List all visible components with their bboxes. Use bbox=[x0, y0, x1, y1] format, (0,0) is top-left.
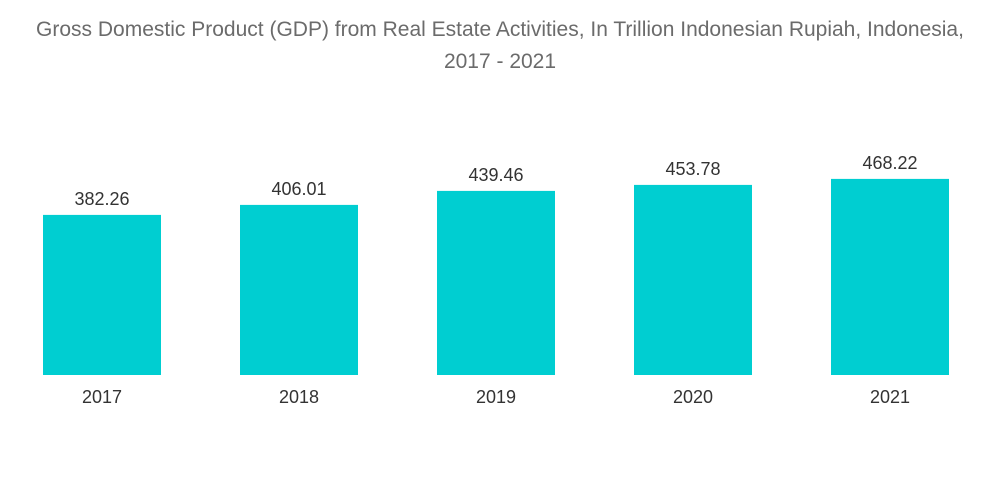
bars-group bbox=[43, 178, 949, 375]
x-tick-label-2018: 2018 bbox=[279, 387, 319, 407]
x-tick-label-2020: 2020 bbox=[673, 387, 713, 407]
bar-2019 bbox=[437, 190, 555, 375]
x-tick-label-2017: 2017 bbox=[82, 387, 122, 407]
bar-2017 bbox=[43, 214, 161, 375]
bar-2021 bbox=[831, 178, 949, 375]
chart-title: Gross Domestic Product (GDP) from Real E… bbox=[36, 18, 964, 73]
value-label-2017: 382.26 bbox=[74, 189, 129, 209]
value-label-2020: 453.78 bbox=[665, 159, 720, 179]
value-labels-group: 382.26 406.01 439.46 453.78 468.22 bbox=[74, 153, 917, 209]
value-label-2021: 468.22 bbox=[862, 153, 917, 173]
x-tick-label-2021: 2021 bbox=[870, 387, 910, 407]
bar-2018 bbox=[240, 204, 358, 375]
x-axis-ticks: 2017 2018 2019 2020 2021 bbox=[82, 387, 910, 407]
x-tick-label-2019: 2019 bbox=[476, 387, 516, 407]
value-label-2019: 439.46 bbox=[468, 165, 523, 185]
bar-2020 bbox=[634, 184, 752, 375]
value-label-2018: 406.01 bbox=[271, 179, 326, 199]
